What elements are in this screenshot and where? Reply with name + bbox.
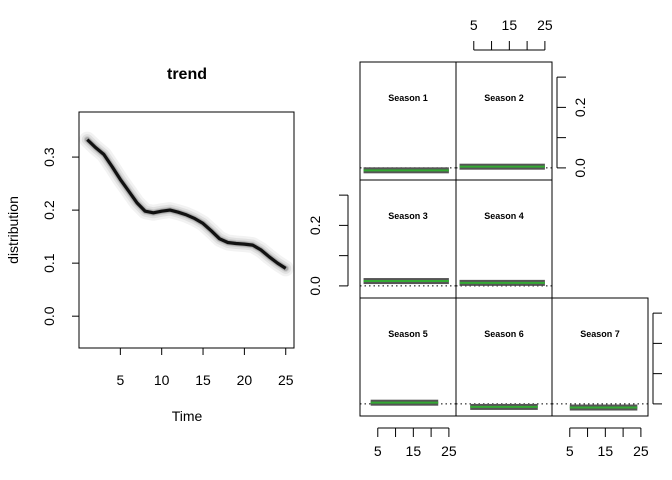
season-label: Season 5	[388, 329, 428, 339]
season-y-tick-label: 0.0	[307, 276, 323, 296]
season-x-tick-label: 25	[633, 443, 649, 459]
trend-y-tick-label: 0.0	[41, 306, 57, 326]
season-label: Season 7	[580, 329, 620, 339]
season-panel-box	[359, 297, 457, 417]
season-panel: Season 2	[455, 61, 553, 181]
season-x-tick-label: 25	[537, 17, 553, 33]
season-y-tick-label: 0.2	[307, 215, 323, 235]
trend-chart: trend 5 10 15 20 25 0.0 0.1 0.2 0.3 Time distri…	[5, 66, 295, 424]
season-label: Season 1	[388, 93, 428, 103]
season-y-tick-label: 0.2	[572, 97, 588, 117]
season-x-tick-label: 5	[566, 443, 574, 459]
trend-uncertainty-band	[79, 131, 294, 277]
season-x-tick-label: 5	[374, 443, 382, 459]
season-axes: 5 15 25 5 15 25 5 15 25 0.0 0.2 0.0 0.2	[307, 17, 662, 459]
season-y-tick-label: 0.0	[572, 158, 588, 178]
trend-line	[86, 138, 287, 270]
trend-x-tick-label: 15	[195, 372, 211, 388]
season-panel: Season 1	[359, 61, 457, 181]
season-x-tick-label: 15	[406, 443, 422, 459]
season-label: Season 2	[484, 93, 524, 103]
season-panel-box	[455, 61, 553, 181]
season-panel: Season 6	[455, 297, 553, 417]
season-panel-box	[455, 297, 553, 417]
trend-y-label: distribution	[5, 196, 21, 264]
trend-y-tick-label: 0.2	[41, 200, 57, 220]
trend-x-tick-label: 5	[116, 372, 124, 388]
trend-y-tick-label: 0.3	[41, 147, 57, 167]
trend-x-tick-label: 25	[278, 372, 294, 388]
season-label: Season 3	[388, 211, 428, 221]
trend-plot-box	[78, 111, 295, 349]
season-label: Season 4	[484, 211, 524, 221]
season-panel: Season 3	[359, 179, 457, 299]
season-panel-box	[551, 297, 649, 417]
trend-x-tick-label: 10	[154, 372, 170, 388]
season-panel-box	[359, 61, 457, 181]
season-label: Season 6	[484, 329, 524, 339]
season-x-tick-label: 25	[441, 443, 457, 459]
trend-y-axis: 0.0 0.1 0.2 0.3	[41, 147, 80, 326]
season-x-tick-label: 15	[598, 443, 614, 459]
trend-band-layer	[84, 137, 289, 271]
trend-x-tick-label: 20	[237, 372, 253, 388]
trend-title: trend	[167, 66, 207, 83]
trend-x-axis: 5 10 15 20 25	[116, 347, 294, 388]
trend-y-tick-label: 0.1	[41, 253, 57, 273]
season-panel: Season 4	[455, 179, 553, 299]
season-panel: Season 5	[359, 297, 457, 417]
season-panel: Season 7	[551, 297, 649, 417]
season-x-tick-label: 5	[470, 17, 478, 33]
season-x-tick-label: 15	[502, 17, 518, 33]
trend-x-label: Time	[172, 408, 203, 424]
season-panels: Season 1 Season 2 Season 3 Season 4 Season 5…	[359, 61, 649, 417]
